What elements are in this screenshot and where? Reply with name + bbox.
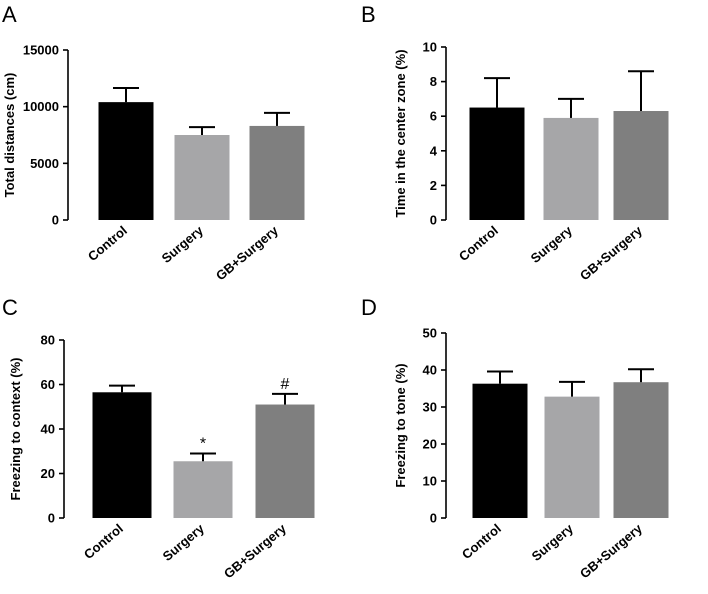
x-category-label: Control bbox=[85, 223, 130, 264]
y-tick-label: 80 bbox=[41, 333, 55, 348]
x-category-label: Surgery bbox=[159, 222, 207, 266]
y-tick-label: 0 bbox=[430, 511, 437, 526]
bar bbox=[469, 107, 525, 220]
bar bbox=[472, 383, 528, 518]
panel-letter: D bbox=[361, 295, 377, 320]
panel-c: C Freezing to context (%) 0 20 40 60 80 Control… bbox=[2, 295, 315, 581]
bar bbox=[92, 392, 152, 518]
panel-letter: B bbox=[361, 2, 376, 27]
y-tick-label: 8 bbox=[430, 74, 437, 89]
y-tick-label: 20 bbox=[41, 466, 55, 481]
y-tick-label: 10 bbox=[423, 40, 437, 55]
bar bbox=[98, 102, 154, 220]
x-category-label: Control bbox=[456, 223, 501, 264]
y-tick-label: 20 bbox=[423, 437, 437, 452]
y-axis-label: Freezing to context (%) bbox=[8, 357, 23, 500]
panel-b: B Time in the center zone (%) 0 2 4 6 8 10 Contr… bbox=[361, 2, 669, 283]
x-category-label: Surgery bbox=[529, 520, 577, 564]
y-axis-label: Freezing to tone (%) bbox=[393, 363, 408, 487]
panel-a: A Total distances (cm) 0 5000 10000 15000 Cont… bbox=[2, 2, 305, 283]
y-axis-label: Time in the center zone (%) bbox=[393, 49, 408, 217]
bar bbox=[544, 396, 600, 518]
x-category-label: Control bbox=[459, 521, 504, 562]
y-axis-label: Total distances (cm) bbox=[2, 73, 17, 198]
y-tick-label: 60 bbox=[41, 377, 55, 392]
panel-letter: C bbox=[2, 295, 18, 320]
y-tick-label: 30 bbox=[423, 400, 437, 415]
y-tick-label: 4 bbox=[430, 143, 438, 158]
significance-marker: # bbox=[281, 376, 290, 393]
x-category-label: Control bbox=[81, 521, 126, 562]
y-tick-label: 5000 bbox=[30, 156, 59, 171]
bar bbox=[613, 382, 669, 518]
significance-marker: * bbox=[200, 435, 206, 452]
y-tick-label: 40 bbox=[41, 422, 55, 437]
bar bbox=[543, 117, 599, 220]
bar bbox=[613, 111, 669, 220]
y-tick-label: 50 bbox=[423, 326, 437, 341]
x-category-label: GB+Surgery bbox=[221, 520, 290, 581]
y-tick-label: 0 bbox=[48, 511, 55, 526]
y-tick-label: 2 bbox=[430, 178, 437, 193]
x-category-label: GB+Surgery bbox=[577, 222, 646, 283]
y-tick-label: 10000 bbox=[23, 99, 59, 114]
y-tick-label: 0 bbox=[52, 213, 59, 228]
x-category-label: Surgery bbox=[160, 520, 208, 564]
x-category-label: GB+Surgery bbox=[213, 222, 282, 283]
x-category-label: GB+Surgery bbox=[577, 520, 646, 581]
y-tick-label: 10 bbox=[423, 474, 437, 489]
bar bbox=[174, 135, 230, 220]
bar bbox=[255, 404, 315, 518]
y-tick-label: 15000 bbox=[23, 43, 59, 58]
bar bbox=[249, 125, 305, 220]
y-tick-label: 40 bbox=[423, 363, 437, 378]
panel-letter: A bbox=[2, 2, 17, 27]
y-tick-label: 6 bbox=[430, 109, 437, 124]
y-tick-label: 0 bbox=[430, 213, 437, 228]
panel-d: D Freezing to tone (%) 0 10 20 30 40 50 Control S… bbox=[361, 295, 669, 581]
x-category-label: Surgery bbox=[528, 222, 576, 266]
bar bbox=[173, 461, 233, 518]
